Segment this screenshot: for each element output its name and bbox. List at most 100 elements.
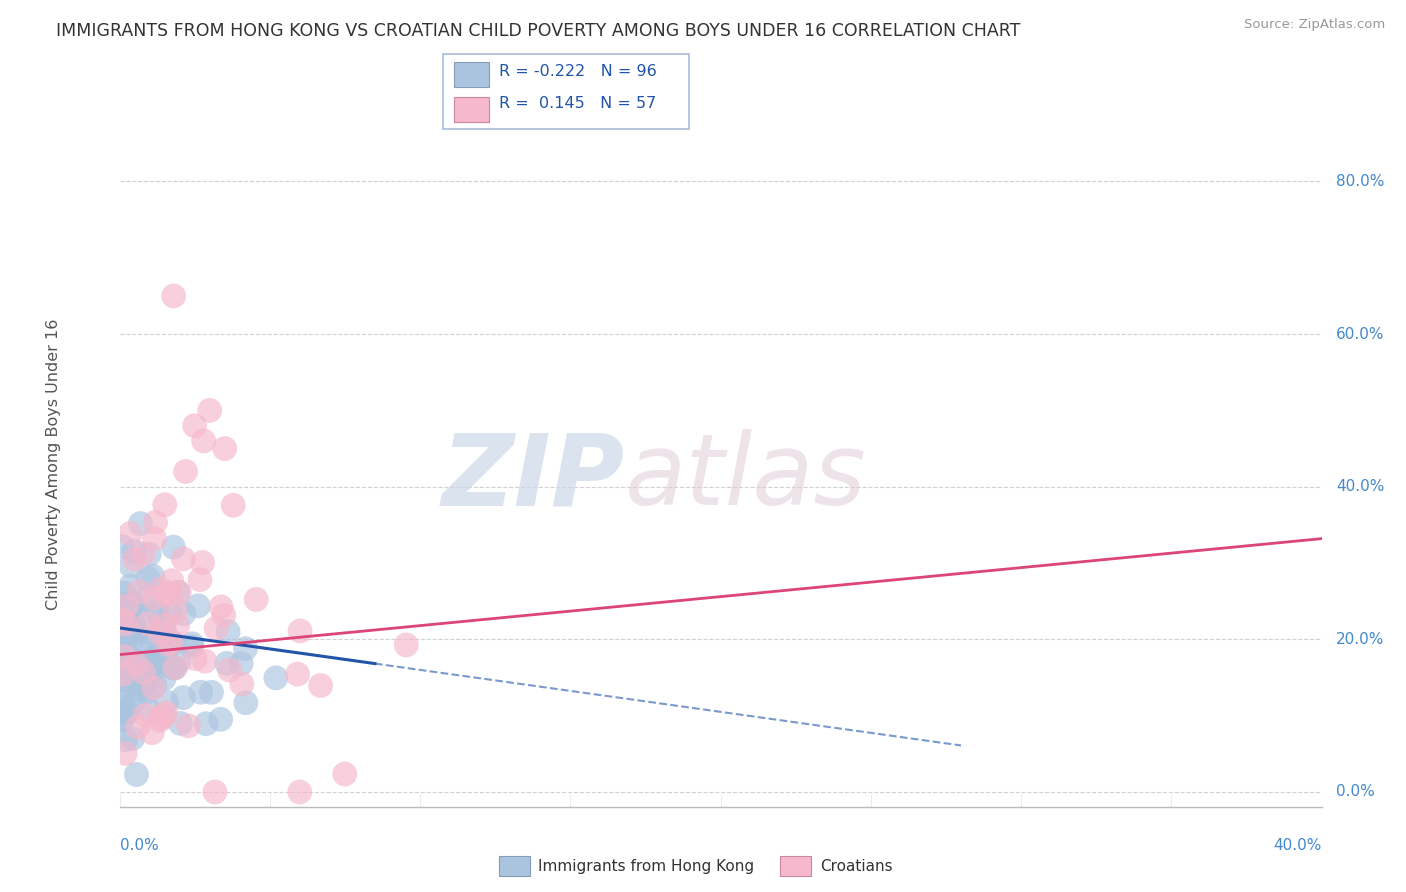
Point <box>333 767 356 781</box>
Point <box>111 667 134 681</box>
Point <box>167 585 190 599</box>
Point <box>111 713 134 727</box>
Point <box>129 673 152 688</box>
Point <box>114 649 136 664</box>
Point <box>152 618 174 632</box>
Point <box>114 732 136 747</box>
Point <box>131 639 153 653</box>
Point <box>231 677 253 691</box>
Point <box>142 681 165 695</box>
Point <box>145 516 167 530</box>
Point <box>134 624 156 639</box>
Point <box>141 637 163 651</box>
Point <box>120 596 142 610</box>
Point <box>131 680 153 694</box>
Point <box>134 708 156 723</box>
Point <box>183 418 205 433</box>
Point <box>111 609 134 624</box>
Point <box>162 636 184 650</box>
Point <box>114 747 136 761</box>
Point <box>122 597 145 611</box>
Point <box>128 584 150 599</box>
Point <box>153 709 176 723</box>
Point <box>111 710 134 724</box>
Point <box>135 592 157 607</box>
Point <box>395 638 418 652</box>
Point <box>172 552 194 566</box>
Point <box>115 615 138 629</box>
Point <box>124 552 146 566</box>
Point <box>125 657 148 671</box>
Point <box>142 569 165 583</box>
Point <box>141 657 163 672</box>
Point <box>122 604 145 618</box>
Point <box>129 516 152 531</box>
Point <box>194 654 217 668</box>
Point <box>132 677 155 691</box>
Point <box>165 605 187 619</box>
Point <box>181 637 204 651</box>
Point <box>148 607 170 621</box>
Point <box>204 785 226 799</box>
Point <box>245 592 267 607</box>
Point <box>193 434 215 448</box>
Point <box>127 720 149 734</box>
Point <box>155 706 177 720</box>
Point <box>229 657 252 671</box>
Text: Immigrants from Hong Kong: Immigrants from Hong Kong <box>538 859 755 873</box>
Point <box>288 624 311 638</box>
Point <box>114 623 136 637</box>
Point <box>191 556 214 570</box>
Point <box>153 498 176 512</box>
Point <box>150 642 173 657</box>
Point <box>149 582 172 596</box>
Point <box>112 635 135 649</box>
Point <box>125 767 148 781</box>
Point <box>111 616 134 631</box>
Point <box>111 686 134 700</box>
Point <box>121 632 143 646</box>
Point <box>215 657 238 671</box>
Point <box>132 665 155 680</box>
Point <box>117 632 139 646</box>
Point <box>111 613 134 627</box>
Point <box>156 695 179 709</box>
Point <box>120 579 142 593</box>
Point <box>200 685 222 699</box>
Point <box>288 785 311 799</box>
Text: R = -0.222   N = 96: R = -0.222 N = 96 <box>499 64 657 79</box>
Point <box>112 622 135 636</box>
Text: Child Poverty Among Boys Under 16: Child Poverty Among Boys Under 16 <box>46 318 60 609</box>
Point <box>111 635 134 649</box>
Point <box>122 544 145 558</box>
Point <box>166 619 188 633</box>
Text: ZIP: ZIP <box>441 429 624 526</box>
Point <box>163 661 186 675</box>
Point <box>112 586 135 600</box>
Point <box>145 605 167 619</box>
Point <box>165 661 187 675</box>
Point <box>195 716 218 731</box>
Point <box>111 673 134 687</box>
Text: 0.0%: 0.0% <box>120 838 159 853</box>
Point <box>143 591 166 606</box>
Text: Croatians: Croatians <box>820 859 893 873</box>
Point <box>287 667 309 681</box>
Point <box>114 617 136 632</box>
Point <box>138 547 160 561</box>
Point <box>205 621 228 635</box>
Text: R =  0.145   N = 57: R = 0.145 N = 57 <box>499 96 657 112</box>
Text: 80.0%: 80.0% <box>1336 174 1385 189</box>
Point <box>143 679 166 693</box>
Point <box>187 599 209 613</box>
Point <box>162 661 184 675</box>
Point <box>120 526 142 541</box>
Point <box>114 706 136 721</box>
Point <box>115 661 138 675</box>
Point <box>157 637 180 651</box>
Point <box>143 532 166 546</box>
Point <box>162 289 184 303</box>
Point <box>184 651 207 665</box>
Point <box>153 672 176 686</box>
Point <box>160 636 183 650</box>
